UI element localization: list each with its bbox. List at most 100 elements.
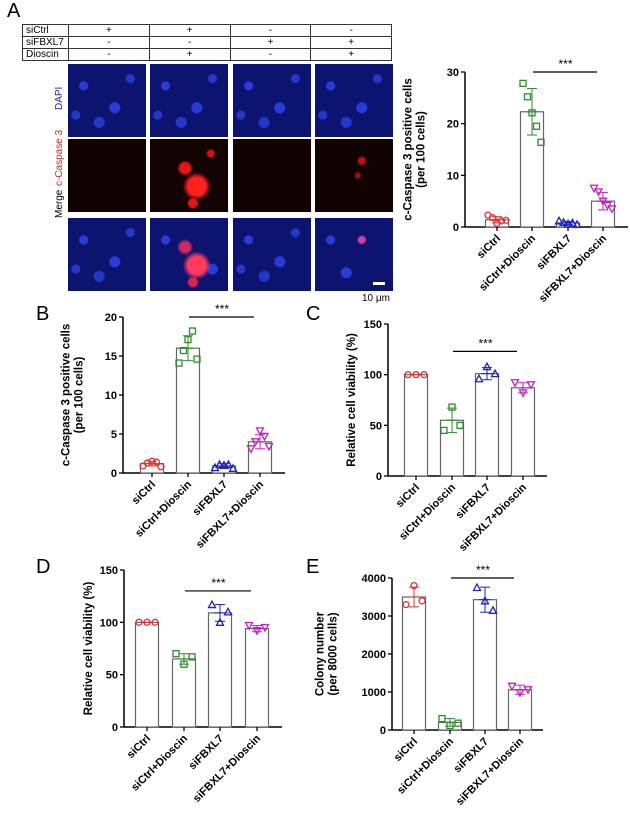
chart-e: 0 1000 2000 3000 4000 Colony number (per 8000 … bbox=[315, 563, 543, 808]
data-point bbox=[246, 445, 256, 454]
data-point bbox=[490, 368, 500, 378]
scale-bar bbox=[373, 282, 385, 285]
y-tick-label: 50 bbox=[370, 420, 382, 432]
bar-sifbxl7-dioscin bbox=[244, 628, 270, 728]
data-point bbox=[223, 606, 233, 616]
panel-letter-c: C bbox=[306, 303, 321, 325]
data-point bbox=[259, 432, 270, 442]
significance-label: *** bbox=[558, 57, 572, 71]
micrograph-caspase-2 bbox=[150, 139, 228, 212]
data-point bbox=[402, 600, 410, 609]
y-tick-label: 100 bbox=[100, 617, 118, 629]
data-point bbox=[179, 346, 188, 355]
x-tick-label: siFBXL7+Dioscin bbox=[454, 735, 526, 807]
x-tick-label: siCtrl bbox=[394, 482, 422, 510]
data-point bbox=[558, 217, 569, 227]
y-tick-label: 2000 bbox=[362, 649, 386, 661]
panel-letter-d: D bbox=[36, 556, 51, 578]
y-tick-label: 10 bbox=[447, 170, 459, 182]
data-point bbox=[418, 597, 426, 605]
data-point bbox=[526, 381, 536, 390]
chart-b: 0 5 10 15 20 c-Caspase 3 positive cells (per 1… bbox=[61, 302, 285, 551]
bar-sictrl bbox=[401, 596, 427, 731]
y-axis-label: c-Caspase 3 positive cells bbox=[61, 324, 73, 467]
data-point bbox=[472, 582, 482, 592]
bar-sifbxl7 bbox=[472, 599, 498, 731]
y-tick-label: 50 bbox=[106, 670, 118, 682]
micrograph-merge-1 bbox=[68, 218, 146, 291]
data-point bbox=[152, 458, 161, 466]
micrograph-caspase-4 bbox=[315, 139, 393, 212]
data-point bbox=[228, 463, 238, 472]
data-point bbox=[456, 421, 464, 429]
significance-label: *** bbox=[215, 302, 229, 316]
data-point bbox=[537, 138, 545, 146]
x-tick-label: siCtrl bbox=[475, 233, 503, 261]
data-point bbox=[188, 653, 196, 661]
y-axis-label: Colony number bbox=[315, 611, 327, 696]
data-point bbox=[519, 79, 527, 88]
y-axis-label: c-Caspase 3 positive cells bbox=[403, 78, 415, 221]
micrograph-dapi-3 bbox=[233, 64, 311, 137]
panel-letter-b: B bbox=[36, 303, 50, 325]
data-point bbox=[523, 93, 532, 101]
y-tick-label: 0 bbox=[111, 468, 117, 480]
data-point bbox=[193, 355, 201, 363]
y-tick-label: 0 bbox=[453, 222, 459, 234]
data-point bbox=[188, 327, 197, 335]
bar-sictrl-dioscin bbox=[171, 658, 197, 728]
cell: + bbox=[148, 48, 231, 61]
significance-label: *** bbox=[476, 563, 490, 577]
data-point bbox=[255, 427, 265, 436]
y-tick-label: 150 bbox=[364, 319, 382, 331]
panel-letter-e: E bbox=[306, 556, 320, 578]
y-tick-label: 150 bbox=[100, 565, 118, 577]
y-tick-label: 10 bbox=[105, 390, 117, 402]
data-point bbox=[438, 714, 446, 723]
data-point bbox=[607, 205, 617, 214]
data-point bbox=[497, 217, 506, 225]
y-tick-label: 5 bbox=[111, 429, 117, 441]
data-point bbox=[502, 216, 510, 224]
micrograph-merge-3 bbox=[233, 218, 311, 291]
data-point bbox=[172, 650, 180, 658]
data-point bbox=[175, 359, 183, 367]
bar-sifbxl7 bbox=[474, 373, 500, 477]
micrograph-merge-2 bbox=[150, 218, 228, 291]
panel-letter-a: A bbox=[7, 0, 21, 22]
cell: + bbox=[310, 48, 392, 61]
micrograph-caspase-3 bbox=[233, 139, 311, 212]
x-tick-label: siFBXL7+Dioscin bbox=[191, 732, 263, 804]
table-row: siFBXL7- - + + bbox=[22, 36, 392, 49]
data-point bbox=[207, 599, 217, 609]
y-axis-label: (per 100 cells) bbox=[74, 356, 86, 433]
conditions-table: siCtrl + + - - siFBXL7- - + + Dioscin - + - + bbox=[22, 24, 392, 61]
row-label: Dioscin bbox=[22, 48, 69, 61]
data-point bbox=[488, 605, 498, 614]
y-tick-label: 0 bbox=[376, 471, 382, 483]
data-point bbox=[244, 621, 254, 631]
data-point bbox=[264, 442, 274, 452]
y-axis-label: Relative cell viability (%) bbox=[346, 333, 358, 467]
data-point bbox=[440, 426, 448, 435]
y-axis-label: (per 100 cells) bbox=[416, 111, 428, 188]
y-tick-label: 20 bbox=[105, 312, 117, 324]
chart-d: 0 50 100 150 Relative cell viability (%) siCt… bbox=[83, 565, 282, 805]
data-point bbox=[454, 719, 462, 727]
y-axis-label: Relative cell viability (%) bbox=[83, 582, 95, 716]
data-point bbox=[260, 623, 270, 633]
y-tick-label: 30 bbox=[447, 67, 459, 79]
chart-a: 0 10 20 30 c-Caspase 3 positive cells (per 10… bbox=[403, 57, 628, 305]
chart-c: 0 50 100 150 Relative cell viability (%) siCt… bbox=[346, 319, 547, 554]
y-tick-label: 20 bbox=[447, 119, 459, 131]
y-tick-label: 4000 bbox=[362, 573, 386, 585]
table-row: Dioscin - + - + bbox=[22, 48, 392, 61]
micrograph-dapi-4 bbox=[315, 64, 393, 137]
data-point bbox=[488, 214, 497, 222]
significance-label: *** bbox=[211, 576, 225, 590]
bar-sictrl-dioscin bbox=[175, 347, 201, 474]
y-axis-label: (per 8000 cells) bbox=[328, 612, 340, 695]
data-point bbox=[510, 379, 520, 388]
x-tick-label: siFBXL7+Dioscin bbox=[194, 478, 266, 550]
y-tick-label: 3000 bbox=[362, 611, 386, 623]
